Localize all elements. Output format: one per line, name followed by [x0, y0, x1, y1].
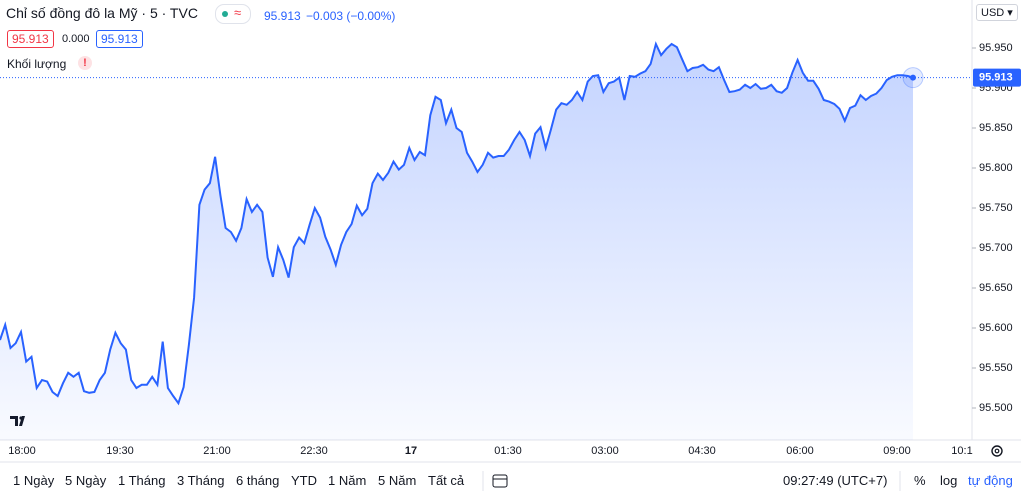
- currency-select[interactable]: USD ▾: [976, 4, 1018, 21]
- x-tick-label: 01:30: [494, 445, 522, 457]
- x-tick-label: 03:00: [591, 445, 619, 457]
- x-tick-label: 10:1: [951, 445, 972, 457]
- spread: 0.000: [62, 33, 90, 45]
- x-tick-label: 06:00: [786, 445, 814, 457]
- settings-icon[interactable]: [991, 445, 1003, 457]
- range-button[interactable]: YTD: [291, 473, 317, 488]
- price-label: 95.913: [979, 72, 1013, 84]
- range-button[interactable]: 6 tháng: [236, 473, 280, 488]
- x-tick-label: 04:30: [688, 445, 716, 457]
- status-badge[interactable]: ≈: [215, 4, 251, 24]
- range-button[interactable]: 1 Năm: [328, 473, 367, 488]
- range-button[interactable]: 1 Tháng: [118, 473, 166, 488]
- x-tick-label: 09:00: [883, 445, 911, 457]
- last-price: 95.913: [264, 9, 301, 23]
- range-button[interactable]: 5 Ngày: [65, 473, 107, 488]
- x-tick-label: 19:30: [106, 445, 134, 457]
- currency: USD: [981, 7, 1005, 19]
- y-tick-label: 95.500: [979, 402, 1013, 414]
- y-tick-label: 95.750: [979, 202, 1013, 214]
- x-tick-label: 22:30: [300, 445, 328, 457]
- scale-option[interactable]: tự động: [968, 473, 1013, 488]
- clock: 09:27:49 (UTC+7): [783, 473, 888, 488]
- volume-warning[interactable]: !: [78, 56, 92, 70]
- bid-price[interactable]: 95.913: [7, 30, 54, 48]
- scale-option[interactable]: %: [914, 473, 926, 488]
- x-tick-label: 18:00: [8, 445, 36, 457]
- y-tick-label: 95.950: [979, 42, 1013, 54]
- volume-label: Khối lượng: [7, 57, 67, 71]
- last-point: [910, 74, 916, 81]
- range-button[interactable]: Tất cả: [428, 473, 465, 488]
- x-tick-label: 17: [405, 445, 417, 457]
- y-tick-label: 95.850: [979, 122, 1013, 134]
- price-line: [0, 41, 914, 406]
- area-fill: [0, 44, 913, 440]
- price-change: −0.003 (−0.00%): [306, 9, 396, 23]
- scale-option[interactable]: log: [940, 473, 958, 488]
- y-tick-label: 95.700: [979, 242, 1013, 254]
- y-tick-label: 95.600: [979, 322, 1013, 334]
- price-label-box: [973, 68, 1021, 87]
- y-tick-label: 95.800: [979, 162, 1013, 174]
- y-tick-label: 95.550: [979, 362, 1013, 374]
- ask-price[interactable]: 95.913: [96, 30, 143, 48]
- range-button[interactable]: 5 Năm: [378, 473, 417, 488]
- symbol-title: Chỉ số đồng đô la Mỹ · 5 · TVC: [6, 5, 198, 21]
- y-tick-label: 95.650: [979, 282, 1013, 294]
- range-icon[interactable]: [492, 474, 508, 488]
- range-button[interactable]: 3 Tháng: [177, 473, 225, 488]
- x-tick-label: 21:00: [203, 445, 231, 457]
- range-button[interactable]: 1 Ngày: [13, 473, 55, 488]
